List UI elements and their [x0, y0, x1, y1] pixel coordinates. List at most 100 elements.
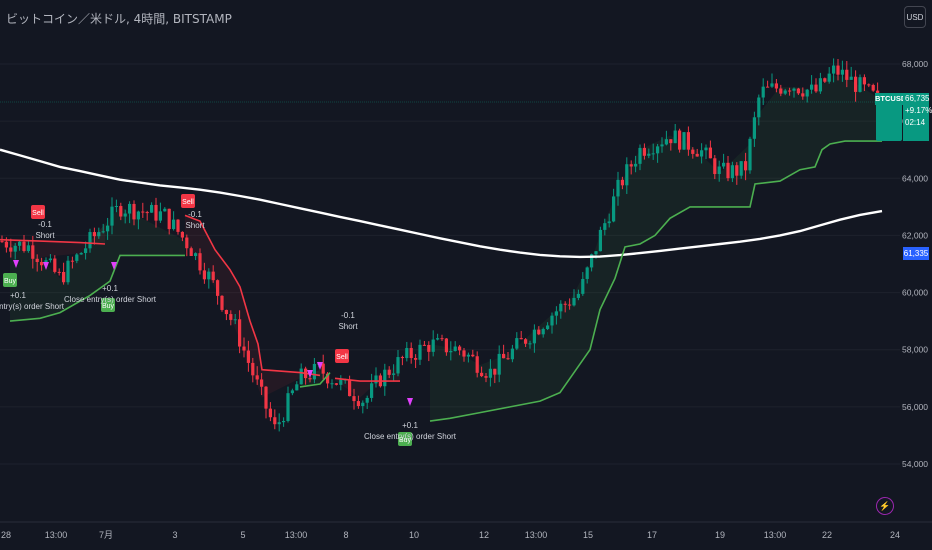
- candle-body: [453, 346, 457, 352]
- candle-body: [748, 138, 752, 171]
- candle-body: [796, 88, 800, 94]
- exit-arrow: [13, 260, 19, 268]
- marker-comment: Close entry(s) order Short: [64, 295, 157, 304]
- candle-body: [845, 69, 849, 80]
- candle-body: [220, 295, 224, 310]
- candle-body: [110, 206, 114, 226]
- candle-body: [348, 379, 352, 397]
- candle-body: [361, 402, 365, 407]
- candle-body: [202, 270, 206, 280]
- bar-countdown: 02:14: [905, 118, 926, 127]
- candle-body: [229, 314, 233, 320]
- candle-body: [700, 150, 704, 157]
- trade-markers: Sell -0.1 Short Buy +0.1 Close entry(s) order…: [0, 194, 457, 446]
- candle-body: [176, 219, 180, 232]
- candle-body: [167, 208, 171, 230]
- candle-body: [594, 251, 598, 255]
- candle-body: [616, 179, 620, 197]
- last-price: 66,735: [905, 94, 930, 103]
- candle-body: [154, 204, 158, 221]
- candle-body: [251, 362, 255, 376]
- marker-label: Buy: [102, 303, 115, 310]
- candle-body: [550, 315, 554, 326]
- candle-body: [194, 253, 198, 257]
- candle-body: [273, 417, 277, 425]
- candle-body: [466, 354, 470, 357]
- candle-body: [418, 344, 422, 360]
- candle-body: [620, 179, 624, 186]
- candle-body: [638, 147, 642, 164]
- sell-marker: [335, 349, 349, 363]
- candle-body: [506, 358, 510, 360]
- candle-body: [774, 83, 778, 89]
- candle-body: [493, 368, 497, 375]
- candle-body: [634, 163, 638, 167]
- candle-body: [603, 223, 607, 230]
- candle-body: [524, 339, 528, 344]
- candle-body: [233, 319, 237, 321]
- candle-body: [625, 164, 629, 186]
- candle-body: [686, 132, 690, 150]
- candle-body: [766, 86, 770, 88]
- candle-body: [836, 65, 840, 75]
- candle-body: [163, 208, 167, 212]
- marker-comment: Short: [185, 221, 205, 230]
- x-tick-label: 10: [409, 530, 419, 540]
- buy-marker: [3, 273, 17, 287]
- x-tick-label: 13:00: [45, 530, 68, 540]
- candle-body: [849, 76, 853, 80]
- buy-marker: [398, 432, 412, 446]
- trail-fill: [335, 361, 400, 398]
- marker-label: Buy: [4, 278, 17, 285]
- candle-body: [871, 84, 875, 91]
- price-change: +9.17%: [905, 106, 932, 115]
- marker-label: Sell: [32, 210, 44, 217]
- marker-label: Sell: [336, 354, 348, 361]
- candle-body: [22, 241, 26, 252]
- x-tick-label: 12: [479, 530, 489, 540]
- lightning-icon[interactable]: ⚡: [876, 497, 894, 515]
- candle-body: [867, 84, 871, 86]
- y-tick-label: 64,000: [902, 173, 928, 183]
- candle-body: [0, 241, 4, 243]
- candle-body: [308, 378, 312, 380]
- candle-body: [48, 258, 52, 261]
- candle-body: [400, 357, 404, 359]
- exit-arrow: [407, 398, 413, 406]
- candle-body: [70, 260, 74, 262]
- candle-body: [431, 339, 435, 352]
- candle-body: [510, 348, 514, 360]
- candle-body: [53, 258, 57, 272]
- candle-body: [858, 77, 862, 92]
- ticker-label: BTCUSD: [875, 93, 907, 105]
- candle-body: [286, 393, 290, 421]
- candle-body: [57, 271, 61, 273]
- ticker-tag: BTCUSD: [875, 93, 907, 141]
- candle-body: [114, 206, 118, 208]
- candle-body: [79, 253, 83, 255]
- candle-body: [840, 69, 844, 75]
- currency-button[interactable]: USD: [904, 6, 926, 28]
- candle-body: [722, 162, 726, 167]
- y-tick-label: 54,000: [902, 459, 928, 469]
- marker-qty: +0.1: [102, 284, 118, 293]
- candle-body: [642, 147, 646, 156]
- candle-body: [695, 153, 699, 157]
- exit-arrow: [111, 262, 117, 270]
- candle-body: [312, 363, 316, 380]
- candle-body: [757, 97, 761, 118]
- candle-body: [224, 309, 228, 315]
- candle-body: [189, 248, 193, 257]
- candle-body: [92, 232, 96, 237]
- x-tick-label: 13:00: [525, 530, 548, 540]
- trailing-stop: [0, 140, 882, 422]
- candle-body: [458, 346, 462, 351]
- x-tick-label: 15: [583, 530, 593, 540]
- candle-body: [185, 237, 189, 249]
- candle-body: [396, 357, 400, 374]
- y-tick-label: 62,000: [902, 230, 928, 240]
- candle-body: [656, 146, 660, 154]
- marker-comment: Short: [338, 322, 358, 331]
